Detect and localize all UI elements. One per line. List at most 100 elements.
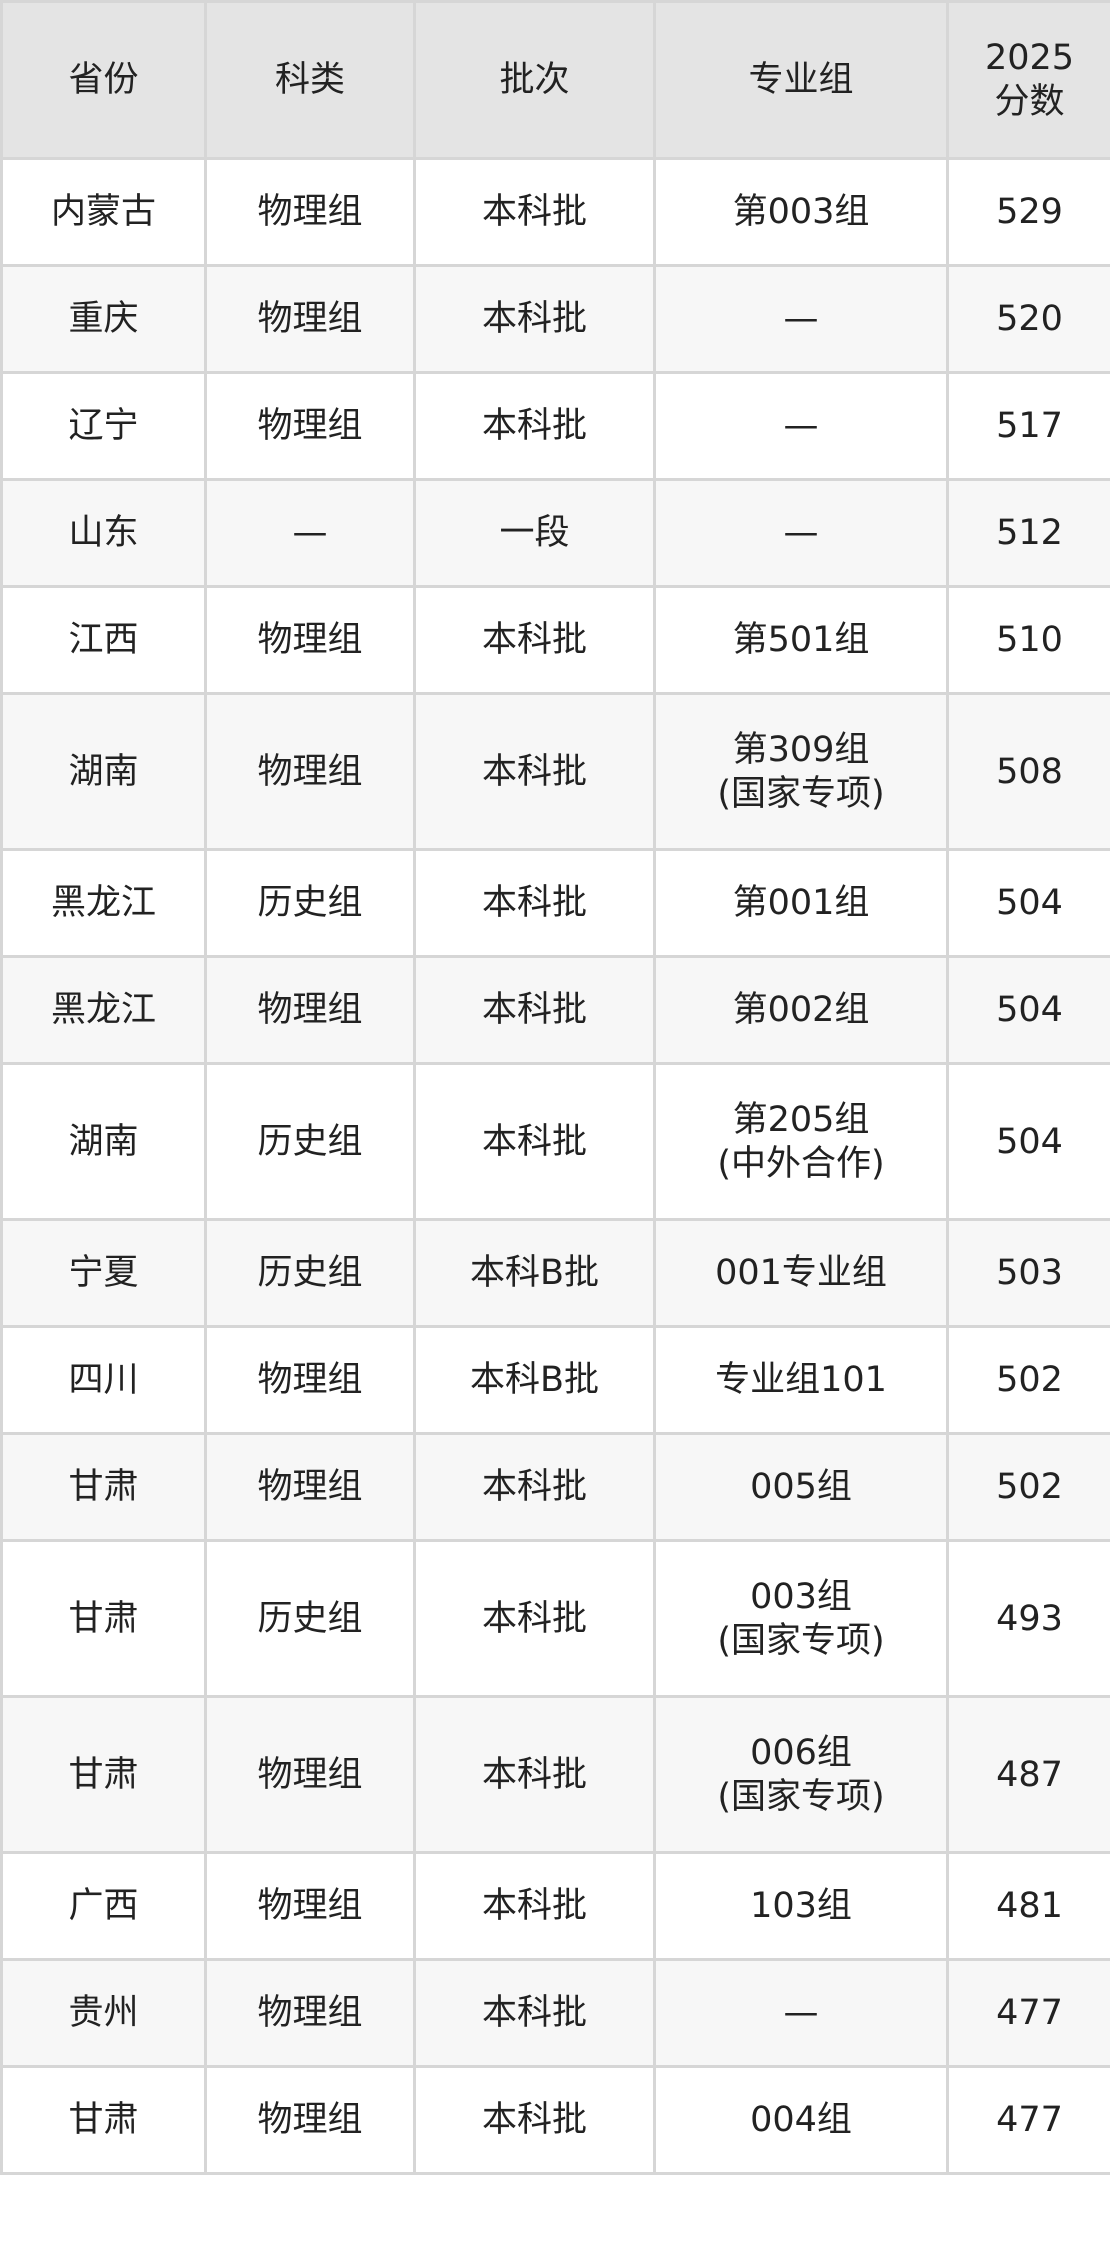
table-row: 辽宁 物理组 本科批 —517: [0, 371, 1110, 481]
group-cell: —: [653, 264, 949, 374]
province-cell: 山东: [0, 478, 207, 588]
group-cell: 第309组 (国家专项): [653, 692, 949, 851]
province-cell: 甘肃: [0, 2065, 207, 2175]
score-table: 省份 科类 批次 专业组 2025 分数 内蒙古 物理组 本科批 第003组 529 重庆…: [0, 0, 1110, 2175]
province-cell: 甘肃: [0, 1432, 207, 1542]
category-cell: 物理组: [204, 157, 416, 267]
header-score: 2025 分数: [946, 0, 1110, 160]
category-cell: 历史组: [204, 848, 416, 958]
score-cell: 520: [946, 264, 1110, 374]
score-cell: 503: [946, 1218, 1110, 1328]
table-row: 甘肃 物理组 本科批 006组 (国家专项) 487: [0, 1695, 1110, 1854]
batch-cell: 本科批: [413, 692, 656, 851]
score-cell: 510: [946, 585, 1110, 695]
batch-cell: 本科批: [413, 1695, 656, 1854]
table-row: 甘肃 历史组 本科批 003组 (国家专项) 493: [0, 1539, 1110, 1698]
batch-cell: 本科批: [413, 1539, 656, 1698]
table-row: 内蒙古 物理组 本科批 第003组 529: [0, 157, 1110, 267]
table-row: 宁夏 历史组 本科B批 001专业组 503: [0, 1218, 1110, 1328]
header-batch: 批次: [413, 0, 656, 160]
batch-cell: 一段: [413, 478, 656, 588]
table-row: 重庆 物理组 本科批 —520: [0, 264, 1110, 374]
batch-cell: 本科批: [413, 264, 656, 374]
province-cell: 广西: [0, 1851, 207, 1961]
batch-cell: 本科批: [413, 2065, 656, 2175]
score-cell: 502: [946, 1325, 1110, 1435]
group-cell: —: [653, 371, 949, 481]
batch-cell: 本科批: [413, 585, 656, 695]
score-cell: 487: [946, 1695, 1110, 1854]
header-score-year: 2025: [984, 38, 1075, 78]
category-cell: 物理组: [204, 585, 416, 695]
group-note: (国家专项): [717, 1776, 885, 1817]
group-cell: 第001组: [653, 848, 949, 958]
category-cell: —: [204, 478, 416, 588]
header-row: 省份 科类 批次 专业组 2025 分数: [0, 0, 1110, 160]
score-cell: 481: [946, 1851, 1110, 1961]
group-cell: 第002组: [653, 955, 949, 1065]
table-row: 广西 物理组 本科批 103组 481: [0, 1851, 1110, 1961]
category-cell: 历史组: [204, 1062, 416, 1221]
group-cell: —: [653, 478, 949, 588]
batch-cell: 本科批: [413, 1958, 656, 2068]
score-cell: 508: [946, 692, 1110, 851]
score-cell: 512: [946, 478, 1110, 588]
category-cell: 物理组: [204, 264, 416, 374]
group-cell: 第205组 (中外合作): [653, 1062, 949, 1221]
province-cell: 江西: [0, 585, 207, 695]
header-category: 科类: [204, 0, 416, 160]
province-cell: 贵州: [0, 1958, 207, 2068]
province-cell: 四川: [0, 1325, 207, 1435]
category-cell: 物理组: [204, 1432, 416, 1542]
group-cell: 004组: [653, 2065, 949, 2175]
province-cell: 湖南: [0, 692, 207, 851]
group-name: 第309组: [732, 729, 870, 770]
header-group: 专业组: [653, 0, 949, 160]
group-note: (中外合作): [717, 1143, 885, 1184]
category-cell: 物理组: [204, 1695, 416, 1854]
category-cell: 物理组: [204, 955, 416, 1065]
table-row: 甘肃 物理组 本科批 005组 502: [0, 1432, 1110, 1542]
group-cell: 第501组: [653, 585, 949, 695]
category-cell: 物理组: [204, 1325, 416, 1435]
group-name: 003组: [750, 1576, 852, 1617]
table-row: 黑龙江 历史组 本科批 第001组 504: [0, 848, 1110, 958]
category-cell: 物理组: [204, 371, 416, 481]
batch-cell: 本科批: [413, 848, 656, 958]
table-row: 湖南 物理组 本科批 第309组 (国家专项) 508: [0, 692, 1110, 851]
group-cell: 005组: [653, 1432, 949, 1542]
group-cell: 第003组: [653, 157, 949, 267]
score-cell: 477: [946, 2065, 1110, 2175]
category-cell: 物理组: [204, 2065, 416, 2175]
score-cell: 504: [946, 955, 1110, 1065]
category-cell: 历史组: [204, 1539, 416, 1698]
group-note: (国家专项): [717, 1620, 885, 1661]
category-cell: 物理组: [204, 1851, 416, 1961]
group-name: 第205组: [732, 1099, 870, 1140]
score-cell: 504: [946, 1062, 1110, 1221]
batch-cell: 本科B批: [413, 1218, 656, 1328]
score-cell: 529: [946, 157, 1110, 267]
table-row: 甘肃 物理组 本科批 004组 477: [0, 2065, 1110, 2175]
group-cell: 103组: [653, 1851, 949, 1961]
batch-cell: 本科批: [413, 955, 656, 1065]
province-cell: 湖南: [0, 1062, 207, 1221]
category-cell: 历史组: [204, 1218, 416, 1328]
category-cell: 物理组: [204, 1958, 416, 2068]
batch-cell: 本科批: [413, 1062, 656, 1221]
header-province: 省份: [0, 0, 207, 160]
group-cell: 003组 (国家专项): [653, 1539, 949, 1698]
score-cell: 477: [946, 1958, 1110, 2068]
group-note: (国家专项): [717, 773, 885, 814]
province-cell: 重庆: [0, 264, 207, 374]
score-cell: 517: [946, 371, 1110, 481]
score-cell: 502: [946, 1432, 1110, 1542]
category-cell: 物理组: [204, 692, 416, 851]
province-cell: 甘肃: [0, 1539, 207, 1698]
table-row: 江西 物理组 本科批 第501组 510: [0, 585, 1110, 695]
group-name: 006组: [750, 1732, 852, 1773]
province-cell: 黑龙江: [0, 848, 207, 958]
table-row: 四川 物理组 本科B批 专业组101 502: [0, 1325, 1110, 1435]
table-row: 山东 — 一段 —512: [0, 478, 1110, 588]
batch-cell: 本科批: [413, 1851, 656, 1961]
